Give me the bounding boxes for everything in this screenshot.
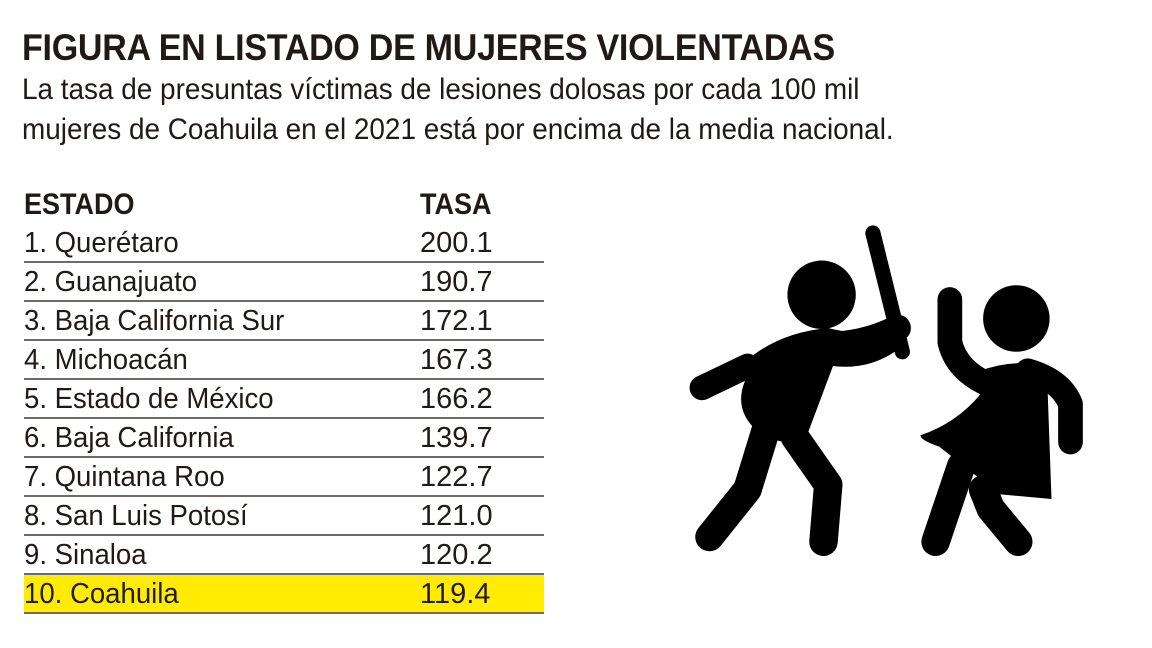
state-name: 7. Quintana Roo (24, 461, 225, 493)
table-row: 1. Querétaro 200.1 (24, 224, 544, 263)
table-row: 6. Baja California 139.7 (24, 419, 544, 458)
state-name: 9. Sinaloa (24, 539, 147, 571)
column-header-estado: ESTADO (24, 188, 135, 221)
state-name: 10. Coahuila (24, 578, 179, 610)
state-name: 8. San Luis Potosí (24, 500, 248, 532)
column-header-tasa: TASA (420, 188, 492, 221)
rate-value: 121.0 (420, 500, 493, 532)
rate-value: 120.2 (420, 539, 493, 571)
page-title: FIGURA EN LISTADO DE MUJERES VIOLENTADAS (22, 27, 835, 68)
rate-value: 139.7 (420, 422, 493, 454)
state-name: 1. Querétaro (24, 227, 179, 259)
state-name: 6. Baja California (24, 422, 234, 454)
table-row: 4. Michoacán 167.3 (24, 341, 544, 380)
state-name: 4. Michoacán (24, 344, 188, 376)
rate-value: 119.4 (420, 578, 491, 610)
state-name: 2. Guanajuato (24, 266, 198, 298)
table-row-highlighted: 10. Coahuila 119.4 (24, 575, 544, 614)
subtitle: La tasa de presuntas víctimas de lesione… (22, 70, 894, 150)
state-name: 3. Baja California Sur (24, 305, 285, 337)
rate-value: 172.1 (420, 305, 493, 337)
subtitle-line-2: mujeres de Coahuila en el 2021 está por … (22, 113, 894, 146)
woman-head (983, 285, 1050, 352)
rate-value: 190.7 (420, 266, 493, 298)
table-row: 7. Quintana Roo 122.7 (24, 458, 544, 497)
aggressor-head (787, 260, 856, 329)
table-row: 5. Estado de México 166.2 (24, 380, 544, 419)
rate-value: 200.1 (420, 227, 493, 259)
table-row: 2. Guanajuato 190.7 (24, 263, 544, 302)
table-row: 9. Sinaloa 120.2 (24, 536, 544, 575)
table-row: 8. San Luis Potosí 121.0 (24, 497, 544, 536)
rate-value: 167.3 (420, 344, 493, 376)
subtitle-line-1: La tasa de presuntas víctimas de lesione… (22, 73, 860, 106)
rate-value: 122.7 (420, 461, 493, 493)
ranking-table: ESTADO TASA 1. Querétaro 200.1 2. Guanaj… (24, 186, 544, 614)
table-header: ESTADO TASA (24, 186, 544, 224)
rate-value: 166.2 (420, 383, 493, 415)
state-name: 5. Estado de México (24, 383, 274, 415)
table-row: 3. Baja California Sur 172.1 (24, 302, 544, 341)
violence-against-woman-icon (670, 214, 1110, 594)
